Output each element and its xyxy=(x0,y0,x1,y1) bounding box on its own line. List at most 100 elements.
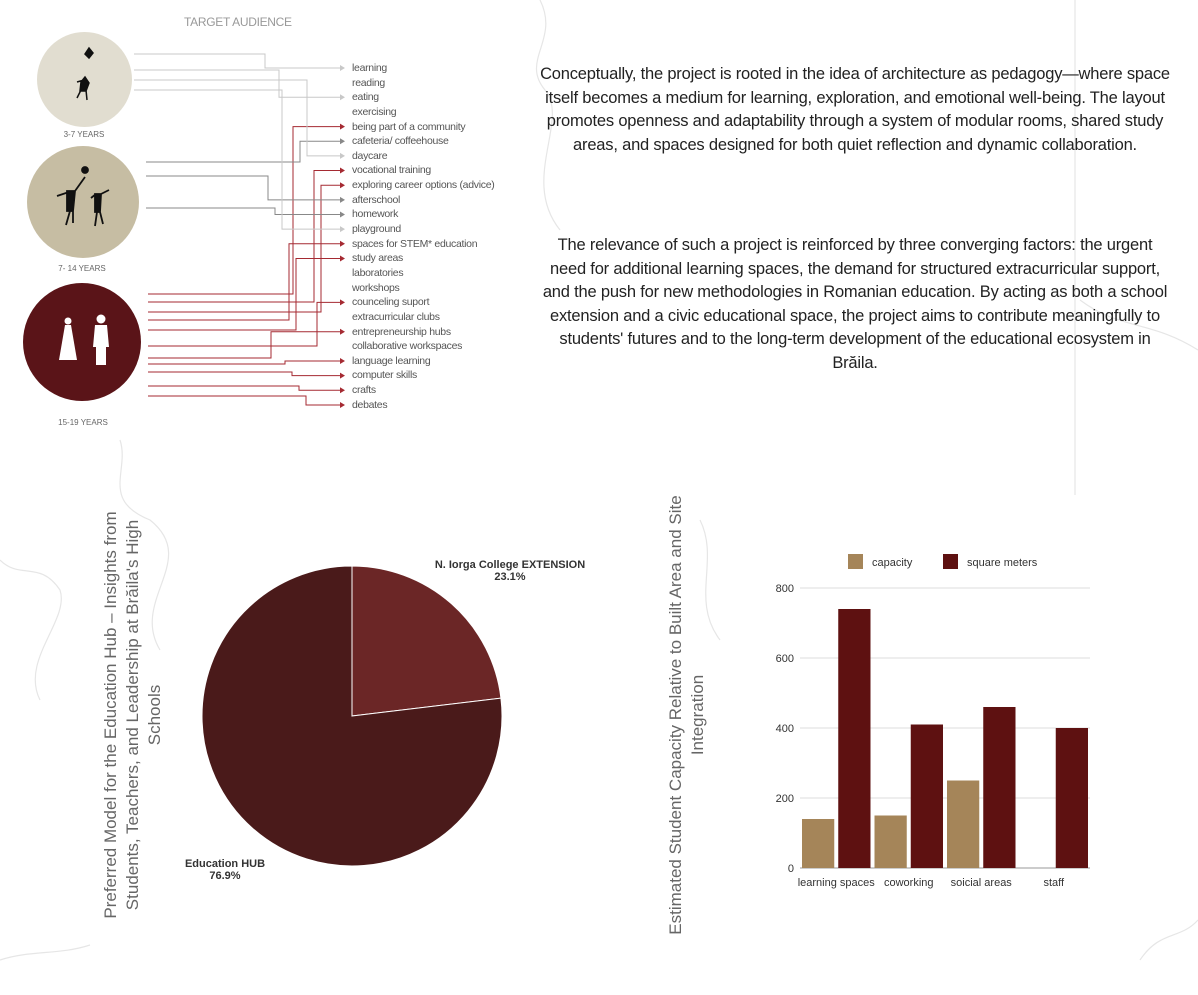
activity-item: playground xyxy=(352,223,401,236)
connector-line xyxy=(148,170,340,303)
arrow-icon xyxy=(340,328,345,335)
connector-line xyxy=(134,79,340,157)
age-label-15-19: 15-19 YEARS xyxy=(58,418,108,427)
activity-item: counceling suport xyxy=(352,296,430,309)
legend-swatch xyxy=(943,554,958,569)
legend-label: capacity xyxy=(872,557,913,569)
activity-item: collaborative workspaces xyxy=(352,340,463,353)
activity-item: learning xyxy=(352,62,387,74)
concept-paragraph: Conceptually, the project is rooted in t… xyxy=(540,65,1170,154)
connector-line xyxy=(148,184,340,313)
connector-line xyxy=(148,371,340,377)
arrow-icon xyxy=(340,401,345,408)
bar-chart-title: Estimated Student Capacity Relative to B… xyxy=(666,495,707,935)
bar-square-meters xyxy=(838,609,871,868)
activity-item: afterschool xyxy=(352,193,401,206)
activity-item: laboratories xyxy=(352,266,404,279)
pie-chart-title: Preferred Model for the Education Hub – … xyxy=(101,511,164,919)
arrow-icon xyxy=(340,226,345,233)
arrow-icon xyxy=(340,299,345,306)
activity-item: spaces for STEM* education xyxy=(352,237,478,250)
pie-label-hub: Education HUB xyxy=(184,858,266,870)
child-kite-icon xyxy=(76,46,94,101)
activity-list: learning reading eating exercising being par… xyxy=(352,61,495,412)
arrow-icon xyxy=(340,123,345,130)
activity-item: entrepreneurship hubs xyxy=(352,325,451,338)
activity-item: language learning xyxy=(352,354,431,367)
activity-item: extracurricular clubs xyxy=(352,310,440,323)
y-tick-label: 200 xyxy=(776,793,794,805)
connector-line xyxy=(134,89,340,230)
connector-line xyxy=(148,126,340,295)
bar-chart: 0 200 400 600 800 learning spaces coworking soi… xyxy=(776,554,1090,889)
activity-item: homework xyxy=(352,208,399,221)
y-tick-label: 800 xyxy=(776,583,794,595)
connector-line xyxy=(146,207,340,215)
y-tick-label: 600 xyxy=(776,653,794,665)
arrow-icon xyxy=(340,372,345,379)
pie-value-hub: 76.9% xyxy=(209,870,241,882)
arrow-icon xyxy=(340,387,345,394)
pie-value-extension: 23.1% xyxy=(494,571,526,583)
connector-line xyxy=(134,53,340,69)
arrow-icon xyxy=(340,65,345,71)
arrow-icon xyxy=(340,182,345,189)
connector-line xyxy=(148,257,340,331)
activity-item: eating xyxy=(352,91,379,104)
age-group-circle-15-19 xyxy=(23,283,141,401)
age-label-7-14: 7- 14 YEARS xyxy=(58,264,106,273)
bar-capacity xyxy=(874,815,907,868)
pie-slice xyxy=(351,565,502,717)
legend-swatch xyxy=(848,554,863,569)
connector-line xyxy=(148,243,340,321)
connector-line xyxy=(146,175,340,201)
connector-line xyxy=(148,395,340,406)
bar-capacity xyxy=(802,819,835,868)
pie-chart xyxy=(201,565,503,867)
age-label-3-7: 3-7 YEARS xyxy=(63,130,105,139)
bar-square-meters xyxy=(1055,728,1088,868)
audience-connector-lines xyxy=(134,53,345,408)
activity-item: reading xyxy=(352,76,385,89)
y-tick-label: 400 xyxy=(776,723,794,735)
activity-item: study areas xyxy=(352,252,403,265)
connector-line xyxy=(148,385,340,391)
arrow-icon xyxy=(340,196,345,203)
bar-square-meters xyxy=(983,707,1016,868)
arrow-icon xyxy=(340,152,345,159)
connector-line xyxy=(148,360,340,365)
arrow-icon xyxy=(340,94,345,101)
arrow-icon xyxy=(340,138,345,145)
pie-label-extension: N. Iorga College EXTENSION xyxy=(434,559,586,571)
arrow-icon xyxy=(340,240,345,247)
activity-item: cafeteria/ coffeehouse xyxy=(352,135,449,148)
bar-square-meters xyxy=(910,724,943,868)
bar-capacity xyxy=(947,780,980,868)
activity-item: daycare xyxy=(352,149,388,162)
teenagers-silhouette-icon xyxy=(59,314,109,365)
activity-item: exploring career options (advice) xyxy=(352,179,495,192)
activity-item: debates xyxy=(352,398,388,411)
connector-line xyxy=(148,331,340,359)
activity-item: vocational training xyxy=(352,164,431,177)
x-tick-label: learning spaces xyxy=(798,877,876,889)
arrow-icon xyxy=(340,167,345,174)
x-tick-label: soicial areas xyxy=(951,877,1013,889)
connector-line xyxy=(146,140,340,163)
arrow-icon xyxy=(340,255,345,262)
arrow-icon xyxy=(340,211,345,218)
relevance-paragraph: The relevance of such a project is reinf… xyxy=(542,236,1168,372)
x-tick-label: staff xyxy=(1043,877,1065,889)
arrow-icon xyxy=(340,358,345,364)
activity-item: computer skills xyxy=(352,369,417,382)
age-group-circle-7-14 xyxy=(27,146,139,258)
connector-line xyxy=(148,301,340,347)
activity-item: crafts xyxy=(352,384,376,397)
target-audience-title: TARGET AUDIENCE xyxy=(184,15,292,29)
activity-item: being part of a community xyxy=(352,120,466,133)
pie-slice xyxy=(201,565,503,867)
activity-item: exercising xyxy=(352,105,397,118)
y-tick-label: 0 xyxy=(788,863,794,875)
